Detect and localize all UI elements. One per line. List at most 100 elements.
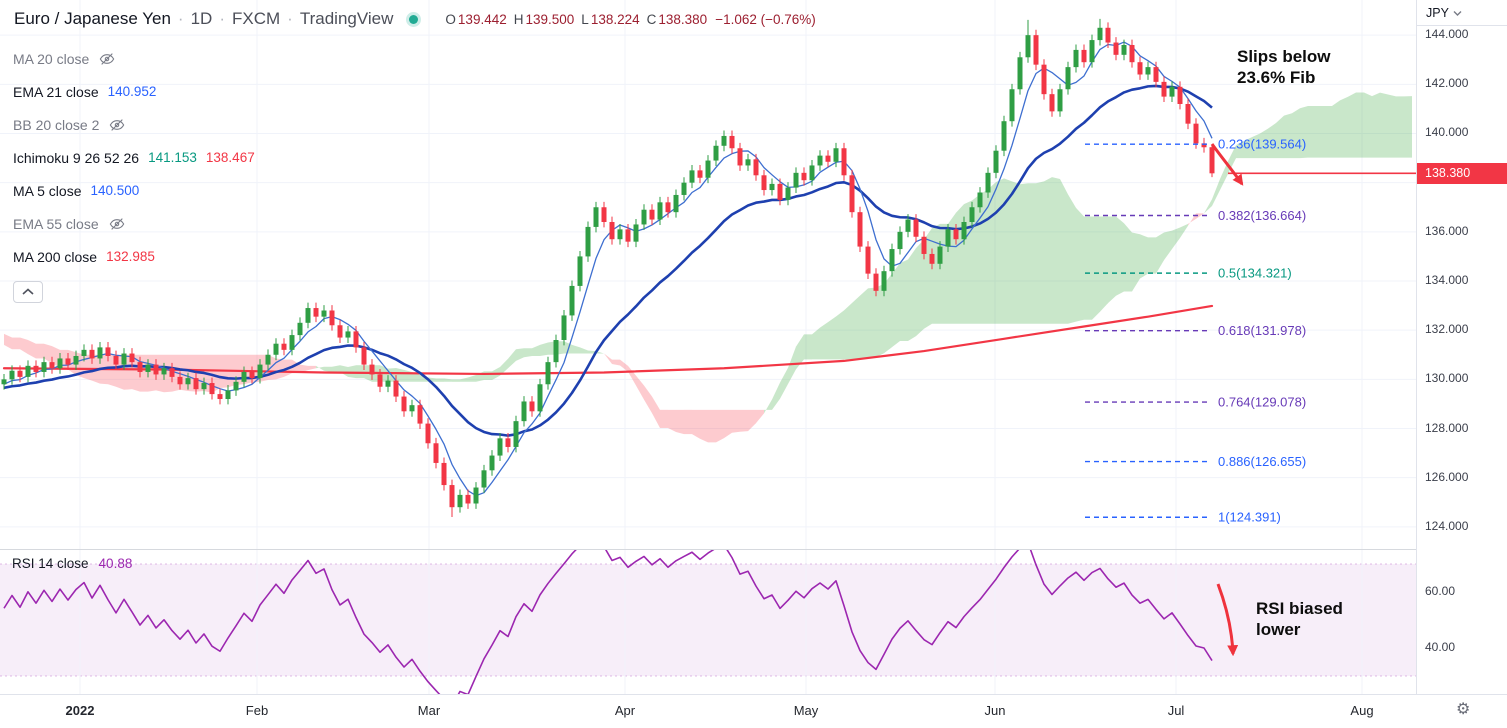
rsi-tick-60.00: 60.00	[1425, 584, 1456, 598]
ohlc-readout: O 139.442 H 139.500 L 138.224 C 138.380 …	[438, 12, 815, 27]
ichimoku-cloud	[4, 92, 1412, 443]
fib-retracement[interactable]: 0.236(139.564) 0.382(136.664) 0.5(134.321)…	[1085, 137, 1306, 525]
high-value: 139.500	[525, 11, 575, 27]
price-axis-currency[interactable]: JPY	[1417, 0, 1507, 26]
ma200-line	[2, 304, 1214, 376]
brand-label: TradingView	[299, 9, 394, 28]
ichimoku-value-2: 138.467	[205, 150, 255, 165]
header-separator: ·	[287, 9, 293, 28]
legend-row-ma200[interactable]: MA 200 close 132.985	[13, 240, 255, 273]
ichimoku-value-1: 141.153	[148, 150, 197, 165]
open-value: 139.442	[457, 11, 507, 27]
close-label: C	[646, 11, 657, 27]
fib-note-line2: 23.6% Fib	[1237, 68, 1316, 87]
price-tick-136.000: 136.000	[1425, 223, 1469, 238]
header-separator: ·	[219, 9, 225, 28]
price-tick-130.000: 130.000	[1425, 371, 1469, 386]
chevron-down-icon	[1453, 10, 1462, 16]
fib-level-label: 0.236(139.564)	[1218, 137, 1306, 152]
high-label: H	[513, 11, 524, 27]
legend-label-ma5: MA 5 close	[13, 182, 82, 199]
fib-breakdown-note: Slips below 23.6% Fib	[1237, 46, 1331, 88]
symbol-title[interactable]: Euro / Japanese Yen	[14, 9, 171, 28]
rsi-tick-40.00: 40.00	[1425, 640, 1456, 654]
fib-level-label: 0.764(129.078)	[1218, 395, 1306, 410]
time-tick-Jul[interactable]: Jul	[1167, 703, 1185, 718]
price-tick-142.000: 142.000	[1425, 76, 1469, 91]
close-value: 138.380	[658, 11, 708, 27]
low-label: L	[581, 11, 589, 27]
rsi-legend-label: RSI 14 close	[12, 556, 89, 571]
price-tick-132.000: 132.000	[1425, 322, 1469, 337]
chevron-up-icon	[22, 288, 34, 295]
exchange-label: FXCM	[232, 9, 281, 28]
rsi-line	[3, 550, 1213, 694]
price-axis-divider	[1416, 0, 1417, 728]
change-value: −1.062 (−0.76%)	[715, 11, 816, 27]
hidden-eye-icon[interactable]	[99, 51, 115, 67]
low-value: 138.224	[590, 11, 640, 27]
rsi-legend-value: 40.88	[98, 556, 133, 571]
fib-note-line1: Slips below	[1237, 47, 1331, 66]
hidden-eye-icon[interactable]	[109, 117, 125, 133]
legend-collapse-button[interactable]	[13, 281, 43, 303]
time-tick-2022[interactable]: 2022	[65, 703, 95, 718]
legend-row-ichimoku[interactable]: Ichimoku 9 26 52 26 141.153 138.467	[13, 141, 255, 174]
price-tick-140.000: 140.000	[1425, 125, 1469, 140]
legend-label-ema55: EMA 55 close	[13, 215, 99, 232]
ema21-line	[3, 84, 1213, 437]
currency-label: JPY	[1426, 5, 1449, 20]
grid	[0, 0, 1416, 550]
legend-label-ichimoku: Ichimoku 9 26 52 26	[13, 149, 140, 166]
chart-header: Euro / Japanese Yen · 1D · FXCM · Tradin…	[14, 9, 816, 29]
time-tick-Feb[interactable]: Feb	[245, 703, 269, 718]
time-tick-Aug[interactable]: Aug	[1350, 703, 1374, 718]
time-tick-Apr[interactable]: Apr	[614, 703, 636, 718]
ma5-value: 140.500	[90, 183, 140, 198]
ema21-value: 140.952	[107, 84, 157, 99]
time-tick-Jun[interactable]: Jun	[984, 703, 1006, 718]
rsi-note-line2: lower	[1256, 620, 1301, 639]
legend-row-ma20[interactable]: MA 20 close	[13, 42, 255, 75]
fib-level-label: 0.382(136.664)	[1218, 208, 1306, 223]
price-tick-126.000: 126.000	[1425, 469, 1469, 484]
legend-row-ma5[interactable]: MA 5 close 140.500	[13, 174, 255, 207]
pane-separator[interactable]	[0, 549, 1507, 550]
legend-row-ema21[interactable]: EMA 21 close 140.952	[13, 75, 255, 108]
price-tick-124.000: 124.000	[1425, 518, 1469, 533]
time-tick-Mar[interactable]: Mar	[417, 703, 441, 718]
price-tick-134.000: 134.000	[1425, 273, 1469, 287]
legend-label-ma200: MA 200 close	[13, 248, 98, 265]
last-price-badge: 138.380	[1417, 162, 1507, 184]
fib-level-label: 0.886(126.655)	[1218, 454, 1306, 469]
legend-label-ma20: MA 20 close	[13, 50, 90, 67]
rsi-pane[interactable]	[0, 550, 1416, 694]
fib-level-label: 0.618(131.978)	[1218, 323, 1306, 338]
fib-level-label: 0.5(134.321)	[1218, 266, 1292, 281]
price-axis[interactable]: JPY 138.380 144.000 142.000 140.000 136.000…	[1417, 0, 1507, 694]
legend-label-ema21: EMA 21 close	[13, 83, 99, 100]
settings-gear-icon[interactable]: ⚙	[1456, 701, 1471, 718]
rsi-note-line1: RSI biased	[1256, 599, 1343, 618]
rsi-legend[interactable]: RSI 14 close 40.88	[12, 556, 132, 571]
rsi-band	[0, 550, 1416, 694]
legend-row-ema55[interactable]: EMA 55 close	[13, 207, 255, 240]
time-axis[interactable]: ⚙ 2022 Feb Mar Apr May Jun Jul Aug	[0, 694, 1507, 728]
legend-row-bb20[interactable]: BB 20 close 2	[13, 108, 255, 141]
time-tick-May[interactable]: May	[793, 703, 819, 718]
legend-label-bb20: BB 20 close 2	[13, 116, 100, 133]
indicator-legend: MA 20 close EMA 21 close 140.952 BB 20 c…	[13, 42, 255, 303]
price-tick-144.000: 144.000	[1425, 27, 1469, 42]
hidden-eye-icon[interactable]	[109, 216, 125, 232]
rsi-bias-note: RSI biased lower	[1256, 598, 1343, 640]
interval-label[interactable]: 1D	[190, 9, 213, 28]
fib-level-label: 1(124.391)	[1218, 510, 1281, 525]
main-price-pane[interactable]: 0.236(139.564) 0.382(136.664) 0.5(134.321)…	[0, 0, 1416, 550]
price-tick-128.000: 128.000	[1425, 420, 1469, 435]
market-status-dot[interactable]	[409, 14, 419, 24]
ma200-value: 132.985	[106, 249, 155, 264]
candles	[1, 18, 1215, 518]
ma5-line	[3, 41, 1213, 497]
open-label: O	[445, 11, 456, 27]
